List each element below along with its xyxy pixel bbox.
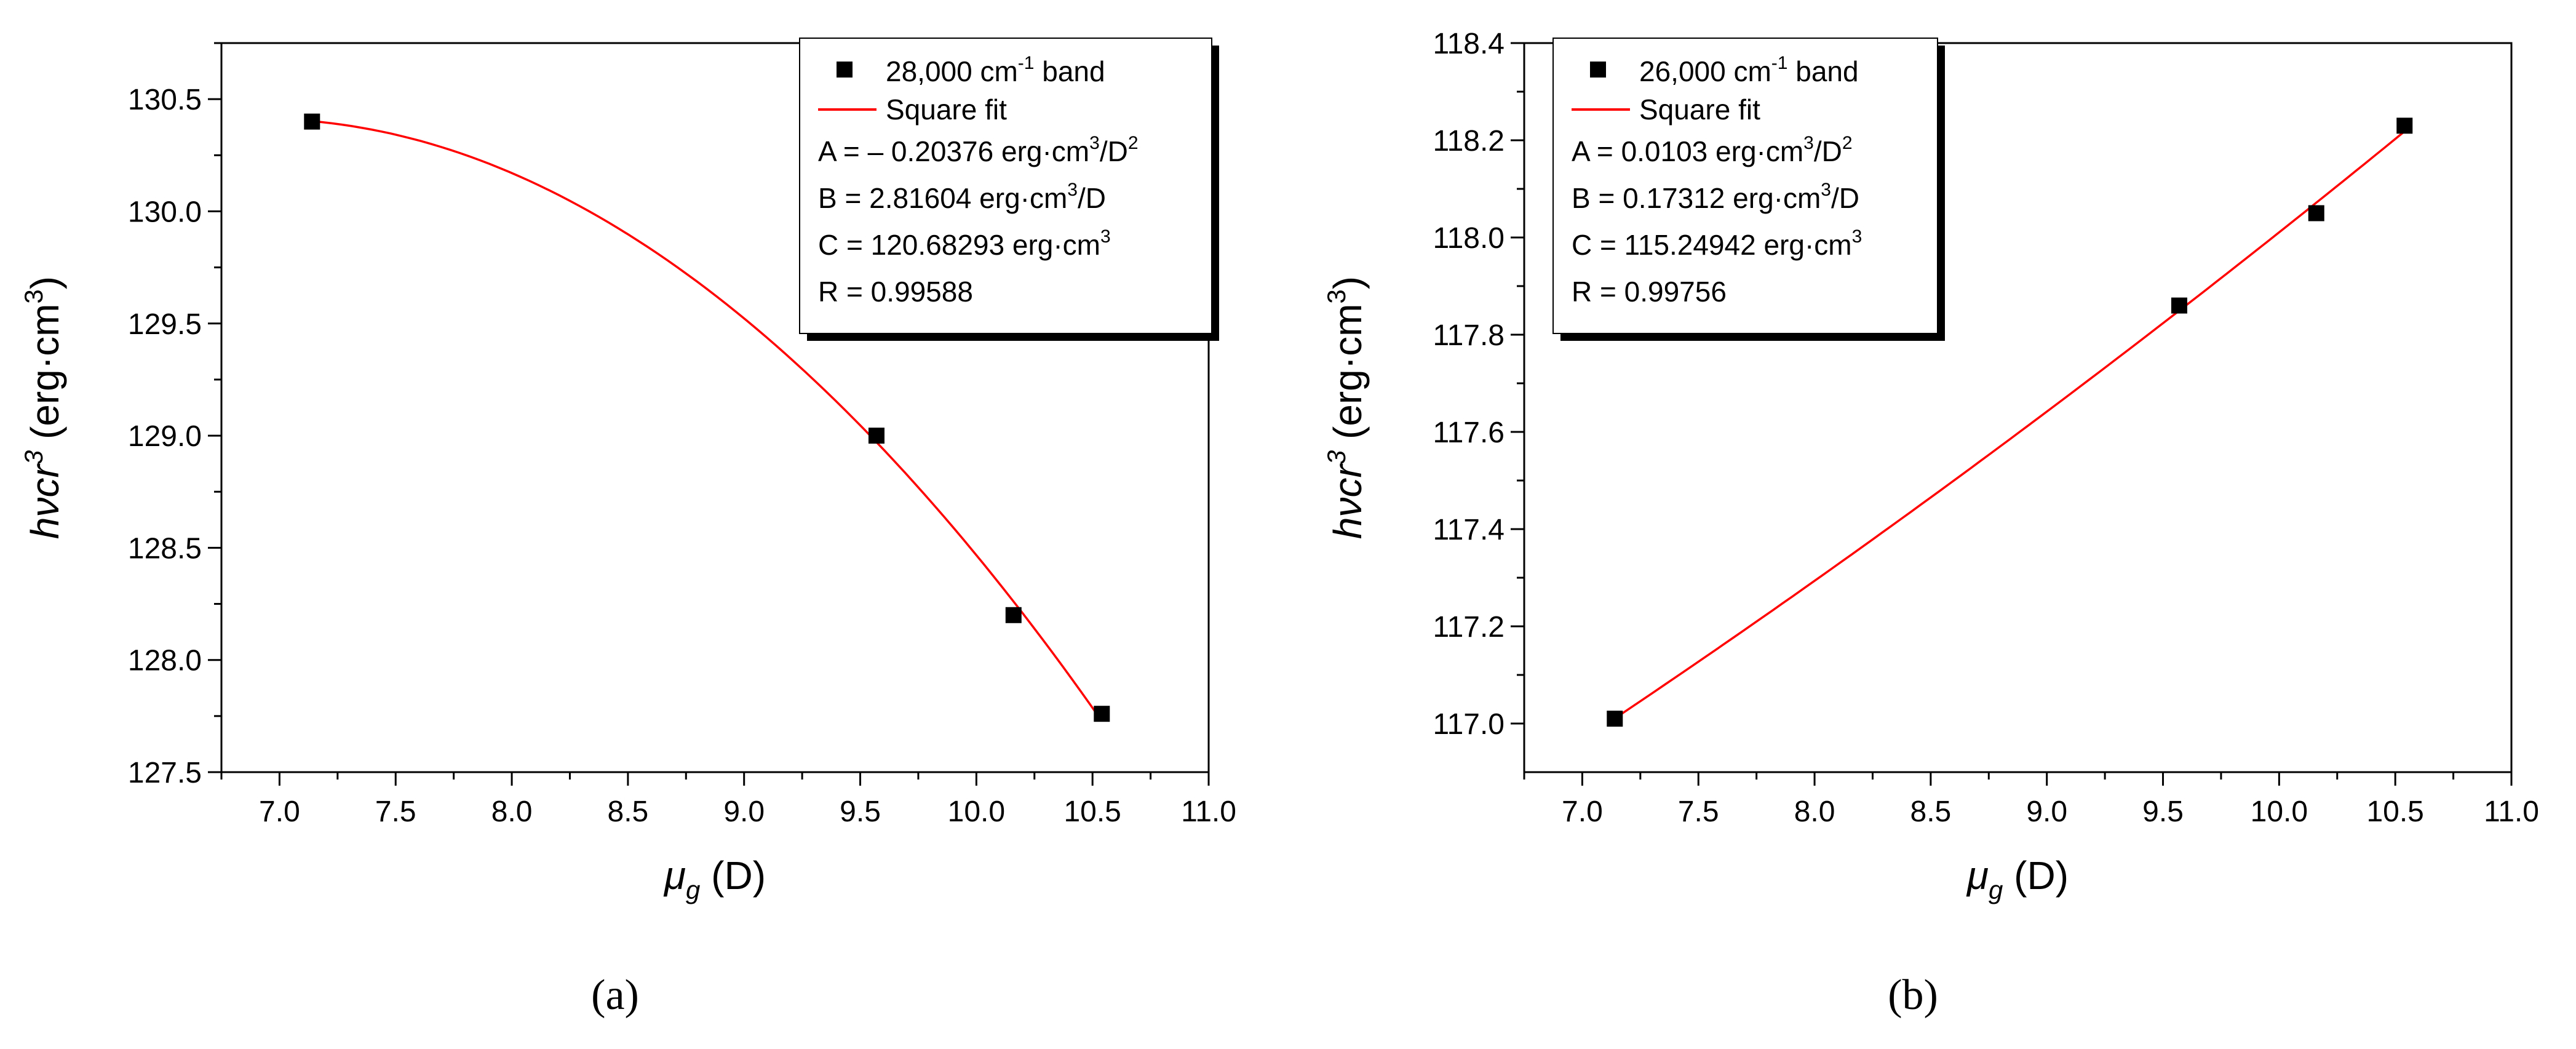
panel-caption-a: (a)	[591, 971, 639, 1019]
x-tick-label: 11.0	[1181, 796, 1236, 828]
legend-param: C = 120.68293 erg·cm3	[818, 226, 1111, 261]
fit-curve	[1614, 130, 2406, 720]
x-tick-label: 10.0	[2251, 796, 2308, 828]
data-point	[1094, 706, 1110, 722]
x-tick-label: 8.5	[608, 796, 649, 828]
legend-param: B = 0.17312 erg·cm3/D	[1572, 180, 1859, 214]
legend-box	[799, 38, 1212, 334]
y-tick-label: 130.5	[128, 84, 202, 116]
y-tick-label: 127.5	[128, 757, 202, 789]
y-tick-label: 130.0	[128, 196, 202, 228]
y-tick-label: 128.0	[128, 645, 202, 677]
plot-frame	[1523, 42, 2513, 773]
x-tick-label: 8.0	[1794, 796, 1835, 828]
y-tick-label: 128.5	[128, 532, 202, 565]
x-tick-label: 11.0	[2484, 796, 2539, 828]
x-tick-label: 7.0	[1562, 796, 1603, 828]
legend-marker	[837, 62, 853, 78]
fit-curve	[312, 120, 1103, 722]
x-axis-title: μg (D)	[663, 853, 766, 904]
x-tick-label: 10.5	[1063, 796, 1121, 828]
legend-marker	[1590, 62, 1606, 78]
x-tick-label: 9.0	[723, 796, 765, 828]
legend-entry-points: 28,000 cm-1 band	[886, 53, 1105, 87]
legend-box	[1552, 38, 1938, 334]
panel-caption-b: (b)	[1888, 971, 1938, 1019]
legend-param: A = – 0.20376 erg·cm3/D2	[818, 133, 1139, 167]
y-tick-label: 129.5	[128, 308, 202, 341]
panel-b: 7.0 7.5 8.0 8.5 9.0 9.5 10.0 10.5 11.0 117.0 117.2…	[1322, 28, 2539, 1019]
plot-frame	[220, 42, 1210, 773]
x-axis-title: μg (D)	[1966, 853, 2069, 904]
y-tick-label: 129.0	[128, 420, 202, 453]
x-tick-label: 10.5	[2366, 796, 2423, 828]
legend: 28,000 cm-1 band Square fit A = – 0.20376 …	[799, 38, 1219, 341]
data-point	[2171, 297, 2187, 314]
y-tick-label: 118.4	[1433, 28, 1505, 60]
data-point	[2308, 205, 2324, 221]
legend-entry-fit: Square fit	[886, 94, 1007, 126]
legend-param: B = 2.81604 erg·cm3/D	[818, 180, 1106, 214]
data-point	[304, 113, 320, 130]
legend-entry-points: 26,000 cm-1 band	[1639, 53, 1859, 87]
y-axis-title: hνcr3 (erg·cm3)	[19, 276, 67, 539]
legend-entry-fit: Square fit	[1639, 94, 1760, 126]
x-tick-label: 10.0	[948, 796, 1005, 828]
y-tick-label: 117.0	[1433, 708, 1505, 741]
data-point	[1005, 607, 1022, 623]
legend-param: A = 0.0103 erg·cm3/D2	[1572, 133, 1853, 167]
y-axis-title: hνcr3 (erg·cm3)	[1322, 276, 1370, 539]
legend-param: R = 0.99588	[818, 276, 973, 308]
panel-a: 7.0 7.5 8.0 8.5 9.0 9.5 10.0 10.5 11.0 127.5 128.0…	[19, 38, 1236, 1019]
data-point	[1607, 711, 1623, 727]
data-point	[2396, 118, 2413, 134]
x-tick-label: 8.5	[1910, 796, 1952, 828]
data-point	[868, 428, 885, 444]
x-tick-label: 7.0	[259, 796, 300, 828]
y-tick-label: 117.8	[1433, 319, 1505, 352]
y-tick-label: 117.4	[1433, 514, 1505, 546]
y-tick-label: 117.2	[1433, 611, 1505, 644]
y-tick-label: 118.0	[1433, 222, 1505, 255]
legend-param: R = 0.99756	[1572, 276, 1727, 308]
x-tick-label: 9.0	[2026, 796, 2067, 828]
y-tick-label: 117.6	[1433, 417, 1505, 449]
y-tick-label: 118.2	[1433, 125, 1505, 158]
legend: 26,000 cm-1 band Square fit A = 0.0103 erg…	[1552, 38, 1945, 341]
x-tick-label: 9.5	[840, 796, 881, 828]
legend-param: C = 115.24942 erg·cm3	[1572, 226, 1862, 261]
x-tick-label: 9.5	[2142, 796, 2184, 828]
x-tick-label: 7.5	[1678, 796, 1719, 828]
x-tick-label: 8.0	[491, 796, 533, 828]
x-tick-label: 7.5	[375, 796, 416, 828]
